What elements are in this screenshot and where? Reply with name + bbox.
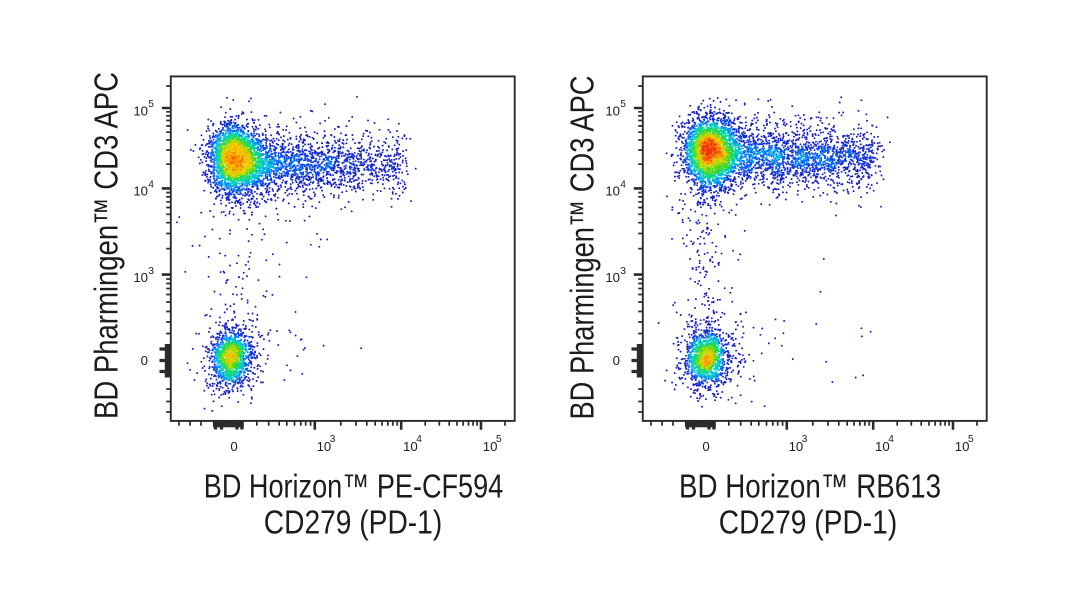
svg-text:10: 10 xyxy=(317,439,332,454)
svg-text:10: 10 xyxy=(605,103,620,118)
svg-text:4: 4 xyxy=(416,434,422,445)
svg-text:4: 4 xyxy=(620,180,626,191)
svg-text:5: 5 xyxy=(968,434,974,445)
svg-text:4: 4 xyxy=(888,434,894,445)
svg-text:5: 5 xyxy=(148,99,154,110)
svg-text:10: 10 xyxy=(605,270,620,285)
svg-text:10: 10 xyxy=(133,184,148,199)
svg-text:10: 10 xyxy=(483,439,498,454)
svg-text:4: 4 xyxy=(148,180,154,191)
svg-text:0: 0 xyxy=(702,439,709,454)
svg-text:10: 10 xyxy=(605,184,620,199)
svg-text:CD279 (PD-1): CD279 (PD-1) xyxy=(264,504,443,541)
svg-text:0: 0 xyxy=(613,353,620,368)
svg-text:0: 0 xyxy=(230,439,237,454)
svg-text:3: 3 xyxy=(330,434,336,445)
svg-text:0: 0 xyxy=(141,353,148,368)
svg-text:BD Pharmingen™ CD3 APC: BD Pharmingen™ CD3 APC xyxy=(89,72,126,419)
svg-text:10: 10 xyxy=(875,439,890,454)
svg-text:BD Horizon™ RB613: BD Horizon™ RB613 xyxy=(679,469,941,506)
svg-text:5: 5 xyxy=(620,99,626,110)
svg-text:BD Pharmingen™ CD3 APC: BD Pharmingen™ CD3 APC xyxy=(565,76,602,420)
svg-text:BD Horizon™ PE-CF594: BD Horizon™ PE-CF594 xyxy=(204,469,504,506)
svg-text:3: 3 xyxy=(802,434,808,445)
svg-text:3: 3 xyxy=(620,266,626,277)
svg-text:10: 10 xyxy=(955,439,970,454)
svg-text:3: 3 xyxy=(148,266,154,277)
svg-text:10: 10 xyxy=(133,270,148,285)
svg-text:10: 10 xyxy=(789,439,804,454)
svg-text:5: 5 xyxy=(496,434,502,445)
svg-text:CD279 (PD-1): CD279 (PD-1) xyxy=(719,504,898,541)
svg-text:10: 10 xyxy=(403,439,418,454)
svg-text:10: 10 xyxy=(133,103,148,118)
